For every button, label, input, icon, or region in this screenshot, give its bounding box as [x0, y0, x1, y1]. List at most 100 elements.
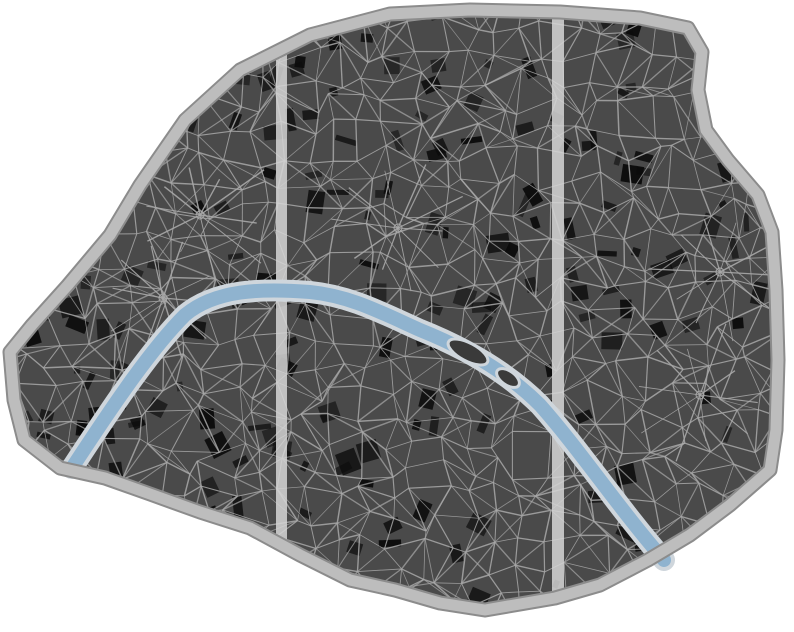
- street-segment: [360, 385, 394, 396]
- street-segment: [706, 306, 713, 345]
- street-segment: [234, 308, 238, 340]
- street-segment: [718, 10, 755, 11]
- city-block: [602, 285, 620, 296]
- street-segment: [357, 548, 385, 572]
- street-segment: [230, 596, 256, 610]
- street-segment: [207, 313, 220, 346]
- street-segment: [93, 285, 131, 289]
- street-segment: [339, 42, 344, 89]
- street-segment: [471, 420, 496, 425]
- street-segment: [333, 208, 344, 227]
- street-segment: [756, 58, 766, 73]
- street-segment: [200, 571, 213, 602]
- street-segment: [726, 71, 765, 109]
- street-segment: [5, 206, 9, 245]
- street-segment: [97, 302, 133, 305]
- street-segment: [330, 179, 370, 209]
- street-segment: [517, 145, 538, 149]
- street-segment: [726, 106, 756, 112]
- street-segment: [398, 596, 409, 610]
- street-segment: [581, 27, 601, 35]
- street-segment: [110, 151, 139, 177]
- street-segment: [177, 560, 189, 599]
- street-segment: [336, 475, 343, 494]
- street-segment: [671, 138, 685, 146]
- street-segment: [364, 359, 391, 369]
- street-segment: [120, 493, 124, 523]
- street-segment: [722, 42, 729, 69]
- street-segment: [284, 160, 311, 164]
- street-segment: [10, 497, 29, 501]
- street-segment: [170, 260, 216, 280]
- street-segment: [339, 533, 360, 541]
- street-segment: [184, 485, 202, 497]
- city-block: [334, 447, 362, 476]
- city-block: [430, 58, 447, 73]
- street-segment: [28, 150, 51, 178]
- street-segment: [579, 535, 610, 574]
- light-bands: [276, 10, 564, 610]
- street-segment: [143, 43, 153, 77]
- street-segment: [593, 520, 618, 527]
- street-segment: [372, 319, 374, 346]
- street-segment: [365, 207, 371, 224]
- street-segment: [415, 98, 450, 108]
- street-segment: [10, 110, 22, 131]
- street-segment: [163, 357, 177, 384]
- street-segment: [657, 218, 673, 236]
- street-segment: [664, 456, 700, 484]
- street-segment: [769, 515, 778, 557]
- street-segment: [56, 552, 87, 558]
- street-segment: [537, 238, 551, 260]
- street-segment: [71, 366, 116, 382]
- street-segment: [174, 3, 202, 9]
- street-segment: [756, 515, 778, 538]
- city-block: [146, 260, 167, 272]
- street-segment: [196, 43, 218, 80]
- street-segment: [383, 203, 387, 237]
- street-segment: [560, 277, 608, 289]
- street-segment: [595, 395, 623, 425]
- street-segment: [430, 122, 479, 140]
- street-segment: [754, 10, 763, 38]
- street-segment: [655, 137, 685, 140]
- street-segment: [222, 509, 270, 526]
- street-segment: [251, 381, 278, 400]
- street-segment: [260, 202, 279, 243]
- street-segment: [776, 600, 778, 610]
- street-segment: [671, 213, 680, 236]
- street-segment: [574, 125, 583, 157]
- street-segment: [78, 93, 97, 103]
- street-segment: [334, 222, 367, 228]
- street-segment: [692, 160, 702, 190]
- street-segment: [423, 222, 438, 226]
- street-segment: [199, 214, 216, 281]
- street-segment: [239, 386, 252, 413]
- street-segment: [29, 27, 50, 53]
- street-segment: [441, 16, 450, 52]
- street-segment: [4, 137, 9, 157]
- street-segment: [176, 92, 201, 100]
- street-segment: [621, 32, 653, 55]
- city-block: [418, 388, 437, 410]
- street-segment: [490, 447, 499, 458]
- street-segment: [574, 125, 598, 147]
- street-segment: [355, 118, 381, 122]
- street-segment: [655, 334, 666, 346]
- street-segment: [494, 541, 516, 566]
- street-segment: [6, 245, 9, 255]
- street-segment: [201, 601, 208, 610]
- city-block: [258, 29, 269, 44]
- street-segment: [10, 522, 12, 555]
- street-segment: [632, 43, 653, 56]
- street-segment: [421, 123, 432, 139]
- street-segment: [537, 125, 548, 149]
- street-segment: [254, 579, 271, 598]
- street-segment: [152, 43, 175, 48]
- street-segment: [147, 10, 152, 22]
- street-segment: [304, 252, 331, 277]
- street-segment: [621, 424, 626, 454]
- street-segment: [162, 546, 189, 562]
- street-segment: [517, 537, 545, 543]
